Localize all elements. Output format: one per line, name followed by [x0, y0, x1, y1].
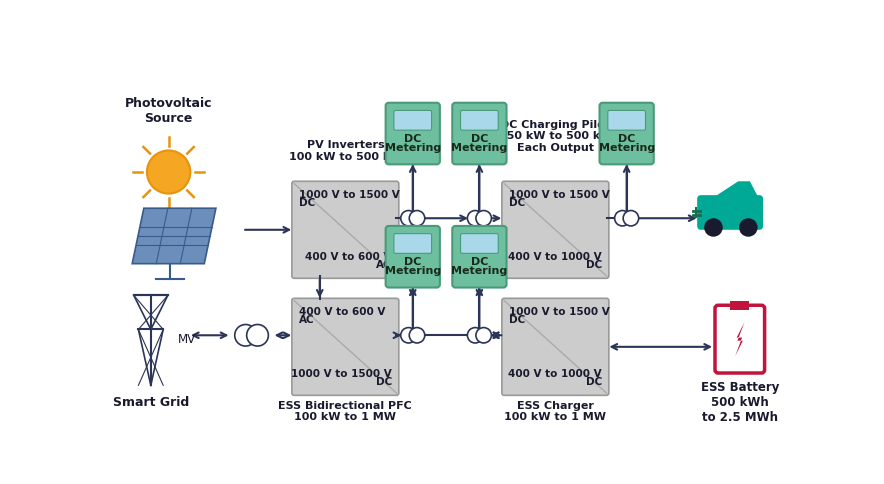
FancyBboxPatch shape: [453, 103, 507, 165]
Text: DC: DC: [404, 134, 422, 144]
Circle shape: [235, 324, 256, 346]
Text: DC: DC: [509, 315, 525, 325]
Text: DC: DC: [376, 377, 392, 387]
FancyBboxPatch shape: [715, 305, 765, 373]
Circle shape: [739, 218, 758, 237]
Text: 400 V to 1000 V: 400 V to 1000 V: [508, 369, 602, 379]
Circle shape: [409, 211, 425, 226]
Text: DC: DC: [585, 260, 602, 270]
Text: 1000 V to 1500 V: 1000 V to 1500 V: [291, 369, 392, 379]
FancyBboxPatch shape: [461, 234, 499, 253]
FancyBboxPatch shape: [502, 182, 609, 278]
Text: PV Inverters
100 kW to 500 kW: PV Inverters 100 kW to 500 kW: [288, 140, 402, 162]
FancyBboxPatch shape: [394, 234, 431, 253]
Text: DC: DC: [470, 134, 488, 144]
FancyBboxPatch shape: [394, 110, 431, 130]
Circle shape: [400, 328, 416, 343]
Circle shape: [705, 218, 723, 237]
Text: ESS Battery
500 kWh
to 2.5 MWh: ESS Battery 500 kWh to 2.5 MWh: [701, 381, 779, 424]
Circle shape: [247, 324, 269, 346]
FancyBboxPatch shape: [453, 226, 507, 287]
FancyBboxPatch shape: [502, 298, 609, 395]
FancyBboxPatch shape: [608, 110, 645, 130]
FancyBboxPatch shape: [385, 226, 440, 287]
Text: Smart Grid: Smart Grid: [112, 396, 189, 409]
Polygon shape: [711, 182, 759, 199]
Circle shape: [147, 151, 190, 194]
FancyBboxPatch shape: [599, 103, 654, 165]
Text: Metering: Metering: [598, 143, 655, 152]
Text: DC: DC: [585, 377, 602, 387]
Text: 1000 V to 1500 V: 1000 V to 1500 V: [509, 190, 610, 200]
Text: Metering: Metering: [385, 266, 441, 276]
Text: Photovoltaic
Source: Photovoltaic Source: [125, 97, 212, 124]
Circle shape: [623, 211, 638, 226]
Circle shape: [400, 211, 416, 226]
Text: AC: AC: [377, 260, 392, 270]
Text: AC: AC: [299, 315, 315, 325]
Text: DC: DC: [470, 257, 488, 267]
Text: 400 V to 600 V: 400 V to 600 V: [306, 252, 392, 262]
Text: Metering: Metering: [385, 143, 441, 152]
FancyBboxPatch shape: [292, 298, 399, 395]
Text: 400 V to 600 V: 400 V to 600 V: [299, 307, 385, 317]
Text: Metering: Metering: [451, 143, 507, 152]
FancyBboxPatch shape: [385, 103, 440, 165]
Text: ESS Charger
100 kW to 1 MW: ESS Charger 100 kW to 1 MW: [505, 401, 606, 423]
Text: DC Charging Piles
150 kW to 500 kW
Each Output: DC Charging Piles 150 kW to 500 kW Each …: [499, 120, 612, 153]
Polygon shape: [735, 322, 744, 356]
Circle shape: [468, 211, 483, 226]
Text: 1000 V to 1500 V: 1000 V to 1500 V: [299, 190, 400, 200]
FancyBboxPatch shape: [461, 110, 499, 130]
Circle shape: [476, 328, 492, 343]
Text: ESS Bidirectional PFC
100 kW to 1 MW: ESS Bidirectional PFC 100 kW to 1 MW: [278, 401, 412, 423]
Polygon shape: [133, 208, 216, 264]
Text: 400 V to 1000 V: 400 V to 1000 V: [508, 252, 602, 262]
Circle shape: [409, 328, 425, 343]
Text: DC: DC: [404, 257, 422, 267]
Text: DC: DC: [618, 134, 636, 144]
Text: MV: MV: [178, 333, 196, 346]
Circle shape: [614, 211, 630, 226]
FancyBboxPatch shape: [697, 195, 763, 230]
Text: Metering: Metering: [451, 266, 507, 276]
Circle shape: [468, 328, 483, 343]
Text: 1000 V to 1500 V: 1000 V to 1500 V: [509, 307, 610, 317]
Circle shape: [476, 211, 492, 226]
Text: DC: DC: [509, 198, 525, 208]
FancyBboxPatch shape: [730, 301, 750, 310]
FancyBboxPatch shape: [292, 182, 399, 278]
Text: DC: DC: [299, 198, 315, 208]
